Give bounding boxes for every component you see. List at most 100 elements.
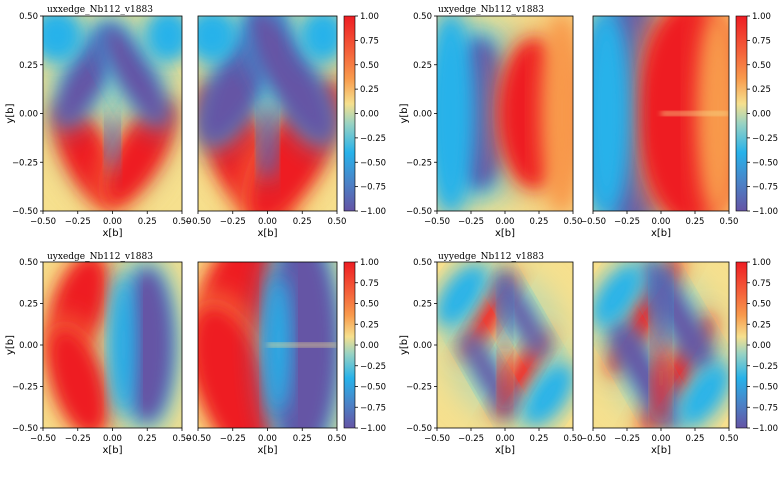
colorbar-tick-label: −0.75	[752, 183, 778, 193]
colorbar-tick-label: −1.00	[752, 424, 778, 434]
x-tick-label: 0.50	[564, 434, 583, 444]
colorbar-tick-label: 0.75	[360, 36, 379, 46]
y-tick-label: 0.25	[413, 300, 432, 310]
colorbar-uxy	[735, 15, 748, 212]
x-tick-label: −0.25	[65, 434, 91, 444]
lobe-purple	[655, 271, 667, 353]
colorbar-tick-label: 0.75	[752, 279, 771, 289]
y-tick-label: 0.00	[19, 341, 38, 351]
y-tick-label: −0.50	[406, 424, 432, 434]
x-tick-label: 0.25	[686, 434, 705, 444]
x-tick-label: −0.25	[458, 217, 484, 227]
x-tick-label: −0.50	[185, 434, 211, 444]
heatmap-uyy-1	[593, 262, 729, 428]
colorbar-tick-label: 0.25	[360, 320, 379, 330]
x-tick-label: −0.25	[614, 434, 640, 444]
lobe-cyan	[439, 266, 484, 324]
y-tick-label: 0.25	[413, 61, 432, 71]
x-axis-label: x[b]	[651, 445, 671, 456]
colorbar-uyy	[735, 261, 748, 429]
heatmap-uxx-1	[198, 16, 337, 211]
lobe-cyan	[115, 278, 132, 412]
x-tick-label: 0.25	[138, 217, 157, 227]
colorbar-tick-label: −0.75	[752, 403, 778, 413]
x-axis-label: x[b]	[495, 228, 515, 239]
colorbar-tick-label: 0.25	[360, 85, 379, 95]
x-tick-label: 0.00	[103, 434, 122, 444]
x-tick-label: −0.25	[614, 217, 640, 227]
lobe-purple	[261, 103, 274, 178]
colorbar-tick-label: 0.50	[752, 61, 771, 71]
colorbar-tick-label: −0.50	[360, 383, 386, 393]
lobe-cyan	[303, 16, 337, 59]
x-tick-label: 0.50	[328, 434, 347, 444]
colorbar-tick-label: 0.25	[752, 320, 771, 330]
lobe-purple	[108, 113, 117, 169]
lobe-cyan	[526, 366, 571, 424]
x-tick-label: 0.25	[530, 217, 549, 227]
lobe-purple	[57, 25, 118, 124]
colorbar-tick-label: −0.25	[752, 362, 778, 372]
lobe-red	[48, 327, 108, 428]
y-tick-label: 0.50	[19, 12, 38, 22]
branch-cut	[267, 343, 337, 347]
y-tick-label: 0.50	[19, 258, 38, 268]
y-tick-label: −0.50	[406, 207, 432, 217]
x-axis-label: x[b]	[102, 445, 122, 456]
x-axis-label: x[b]	[651, 228, 671, 239]
lobe-purple	[500, 281, 510, 342]
x-tick-label: −0.50	[424, 434, 450, 444]
colorbar-tick-label: −0.75	[360, 403, 386, 413]
y-tick-label: −0.25	[12, 158, 38, 168]
x-tick-label: 0.25	[293, 434, 312, 444]
colorbar-tick-label: 1.00	[752, 258, 771, 268]
colorbar-uyx	[343, 261, 356, 429]
colorbar-tick-label: −0.50	[752, 158, 778, 168]
y-tick-label: −0.50	[12, 207, 38, 217]
x-tick-label: −0.25	[65, 217, 91, 227]
y-tick-label: 0.25	[19, 61, 38, 71]
x-tick-label: −0.50	[30, 217, 56, 227]
x-tick-label: 0.50	[173, 434, 192, 444]
x-tick-label: −0.50	[580, 217, 606, 227]
x-tick-label: 0.00	[258, 434, 277, 444]
colorbar-tick-label: 1.00	[360, 12, 379, 22]
colorbar-tick-label: 0.75	[360, 279, 379, 289]
chart-title-uxy: uxyedge_Nb112_v1883	[438, 5, 544, 15]
lobe-purple	[103, 26, 166, 123]
colorbar-tick-label: −0.50	[360, 158, 386, 168]
y-tick-label: 0.50	[413, 258, 432, 268]
x-tick-label: 0.25	[530, 434, 549, 444]
x-tick-label: −0.50	[185, 217, 211, 227]
colorbar-tick-label: 0.50	[752, 300, 771, 310]
colorbar-tick-label: −1.00	[360, 207, 386, 217]
lobe-red	[500, 345, 510, 412]
y-tick-label: 0.25	[19, 300, 38, 310]
y-tick-label: −0.25	[12, 383, 38, 393]
colorbar-tick-label: 1.00	[752, 12, 771, 22]
x-axis-label: x[b]	[257, 228, 277, 239]
x-tick-label: 0.25	[686, 217, 705, 227]
colorbar-uxx	[343, 15, 356, 212]
colorbar-tick-label: 0.50	[360, 300, 379, 310]
chart-title-uyy: uyyedge_Nb112_v1883	[438, 252, 544, 262]
chart-title-uyx: uyxedge_Nb112_v1883	[47, 252, 153, 262]
colorbar-tick-label: −0.50	[752, 383, 778, 393]
colorbar-tick-label: 0.50	[360, 61, 379, 71]
y-axis-label: y[b]	[399, 103, 410, 123]
lobe-cyan	[148, 16, 182, 59]
colorbar-tick-label: −0.25	[752, 134, 778, 144]
y-axis-label: y[b]	[5, 103, 16, 123]
lobe-purple	[248, 16, 332, 140]
heatmap-uyx-0	[43, 262, 182, 428]
x-tick-label: 0.25	[293, 217, 312, 227]
x-tick-label: 0.50	[564, 217, 583, 227]
lobe-cyan	[437, 16, 470, 211]
x-tick-label: −0.25	[458, 434, 484, 444]
lobe-orange	[545, 16, 573, 211]
lobe-cyan	[682, 366, 727, 424]
colorbar-tick-label: 1.00	[360, 258, 379, 268]
x-tick-label: 0.50	[173, 217, 192, 227]
x-axis-label: x[b]	[102, 228, 122, 239]
